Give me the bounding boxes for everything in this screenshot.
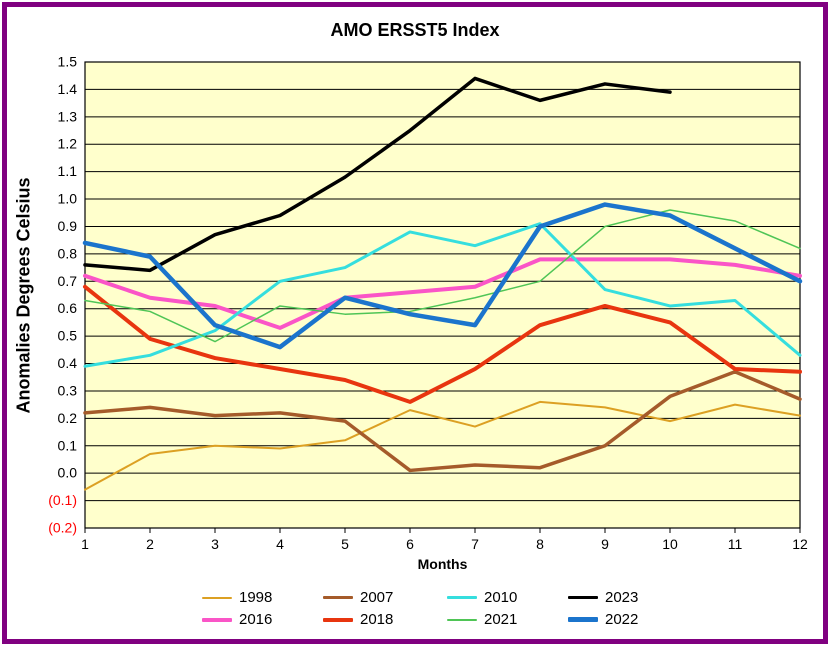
legend-item-2010: 2010 [447,589,517,606]
plot-border [84,61,801,529]
x-tick-label: 6 [406,536,414,552]
legend-label-2023: 2023 [605,589,639,606]
x-tick-label: 1 [81,536,89,552]
legend-swatch-2023 [568,595,598,600]
y-tick-label: 0.7 [58,273,78,289]
legend-swatch-2022 [568,617,598,622]
y-tick-label: 0.6 [58,300,78,316]
x-tick-label: 7 [471,536,479,552]
y-tick-label: 0.0 [58,465,78,481]
y-tick-label: 0.5 [58,328,78,344]
legend-swatch-2021 [447,618,477,621]
x-tick-label: 4 [276,536,284,552]
y-tick-label: 1.0 [58,191,78,207]
y-tick-label: (0.2) [48,520,77,536]
y-tick-label: 1.2 [58,136,78,152]
series-line-2023 [83,76,672,273]
y-tick-label: 1.1 [58,163,78,179]
chart-title: AMO ERSST5 Index [330,20,500,40]
y-tick-label: (0.1) [48,492,77,508]
legend-label-2007: 2007 [360,589,394,606]
series-line-1998 [84,400,801,491]
y-tick-label: 0.3 [58,382,78,398]
legend-item-2007: 2007 [323,589,393,606]
x-axis-title: Months [417,556,468,572]
series-line-2010 [83,222,802,368]
legend-label-2016: 2016 [239,611,273,628]
legend-item-2022: 2022 [568,611,638,628]
y-tick-label: 1.5 [58,54,78,70]
x-tick-label: 12 [792,536,808,552]
legend-label-2010: 2010 [484,589,518,606]
legend-item-1998: 1998 [202,589,272,606]
legend-item-2018: 2018 [323,611,393,628]
x-tick-label: 2 [146,536,154,552]
legend-label-2021: 2021 [484,611,518,628]
legend-swatch-2018 [323,617,353,622]
series-line-2018 [83,284,802,404]
plot-background [85,62,800,528]
y-tick-label: 0.1 [58,437,78,453]
legend-swatch-2010 [447,596,477,599]
y-tick-label: 1.4 [58,81,78,97]
legend-swatch-2007 [323,595,353,600]
x-tick-label: 11 [728,536,743,552]
legend-label-2022: 2022 [605,611,639,628]
series-line-2007 [83,370,802,473]
y-tick-label: 0.9 [58,218,78,234]
x-tick-label: 10 [662,536,678,552]
legend-label-1998: 1998 [239,589,273,606]
x-tick-label: 3 [211,536,219,552]
legend-item-2021: 2021 [447,611,517,628]
x-tick-label: 9 [601,536,609,552]
series-line-2021 [84,209,801,343]
y-tick-label: 0.2 [58,410,78,426]
series-line-2022 [82,202,803,350]
legend-item-2016: 2016 [202,611,272,628]
legend-item-2023: 2023 [568,589,638,606]
series-line-2016 [83,257,802,330]
y-tick-label: 1.3 [58,108,78,124]
legend-swatch-2016 [202,617,232,622]
x-tick-label: 8 [536,536,544,552]
x-tick-label: 5 [341,536,349,552]
y-tick-label: 0.4 [58,355,78,371]
legend-swatch-1998 [202,596,232,599]
y-tick-label: 0.8 [58,245,78,261]
legend-label-2018: 2018 [360,611,394,628]
